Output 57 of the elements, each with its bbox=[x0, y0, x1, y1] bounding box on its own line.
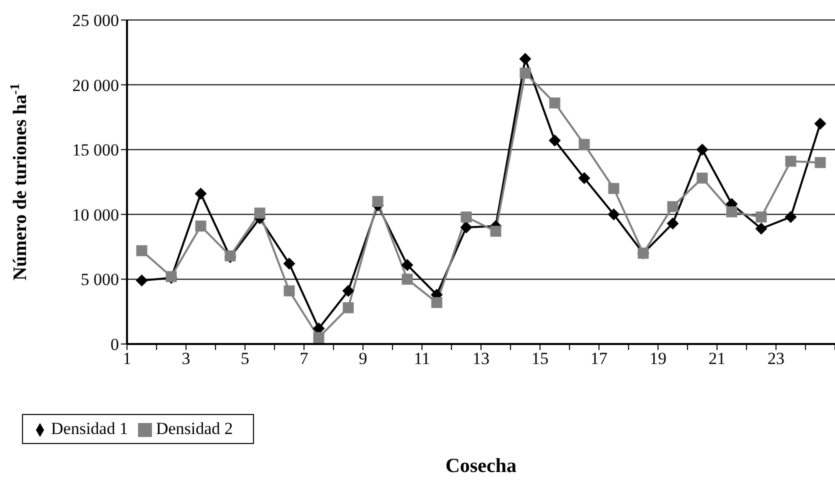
point bbox=[372, 196, 384, 207]
y-tick-label: 0 bbox=[110, 335, 119, 354]
point bbox=[608, 208, 620, 220]
point bbox=[548, 134, 561, 147]
point bbox=[756, 211, 767, 222]
point bbox=[313, 332, 324, 344]
point bbox=[578, 138, 590, 150]
x-tick-label: 3 bbox=[182, 349, 190, 368]
point bbox=[520, 68, 531, 79]
x-tick-label: 21 bbox=[708, 349, 726, 368]
point bbox=[814, 157, 826, 168]
point bbox=[578, 172, 590, 184]
x-tick-label: 1 bbox=[122, 349, 132, 368]
point bbox=[666, 217, 679, 230]
x-axis-title: Cosecha bbox=[445, 455, 517, 477]
x-tick-label: 5 bbox=[240, 349, 250, 368]
point bbox=[460, 221, 472, 234]
point bbox=[431, 297, 442, 308]
point bbox=[696, 172, 708, 184]
x-tick-label: 19 bbox=[650, 349, 666, 368]
point bbox=[490, 226, 502, 237]
point bbox=[402, 274, 413, 285]
point bbox=[755, 222, 768, 235]
point bbox=[401, 258, 414, 271]
point bbox=[667, 201, 678, 212]
point bbox=[784, 210, 797, 223]
y-tick-label: 15 000 bbox=[72, 140, 119, 160]
point bbox=[549, 97, 560, 108]
point bbox=[136, 245, 148, 256]
y-tick-label: 10 000 bbox=[72, 205, 119, 224]
y-tick-label: 25 000 bbox=[72, 11, 119, 30]
point bbox=[696, 144, 708, 156]
x-tick-label: 11 bbox=[414, 349, 430, 368]
y-tick-label: 20 000 bbox=[72, 76, 119, 95]
point bbox=[342, 284, 354, 297]
y-tick-label: 5 000 bbox=[80, 270, 119, 290]
point bbox=[136, 274, 148, 286]
x-tick-label: 17 bbox=[590, 349, 608, 368]
point bbox=[814, 118, 826, 130]
point bbox=[195, 220, 206, 232]
x-tick-label: 15 bbox=[532, 349, 548, 368]
point bbox=[284, 285, 295, 296]
point bbox=[785, 156, 796, 167]
point bbox=[283, 258, 296, 270]
legend-label: Densidad 1 bbox=[51, 419, 128, 438]
point bbox=[519, 52, 532, 65]
legend-label: Densidad 2 bbox=[156, 419, 233, 438]
point bbox=[726, 206, 738, 218]
point bbox=[608, 182, 620, 194]
point bbox=[342, 302, 354, 314]
x-tick-label: 23 bbox=[768, 349, 784, 368]
x-tick-label: 13 bbox=[472, 349, 490, 368]
point bbox=[254, 208, 266, 219]
point bbox=[460, 211, 472, 222]
x-tick-label: 9 bbox=[358, 349, 368, 368]
point bbox=[194, 188, 207, 200]
x-tick-label: 7 bbox=[300, 349, 309, 368]
